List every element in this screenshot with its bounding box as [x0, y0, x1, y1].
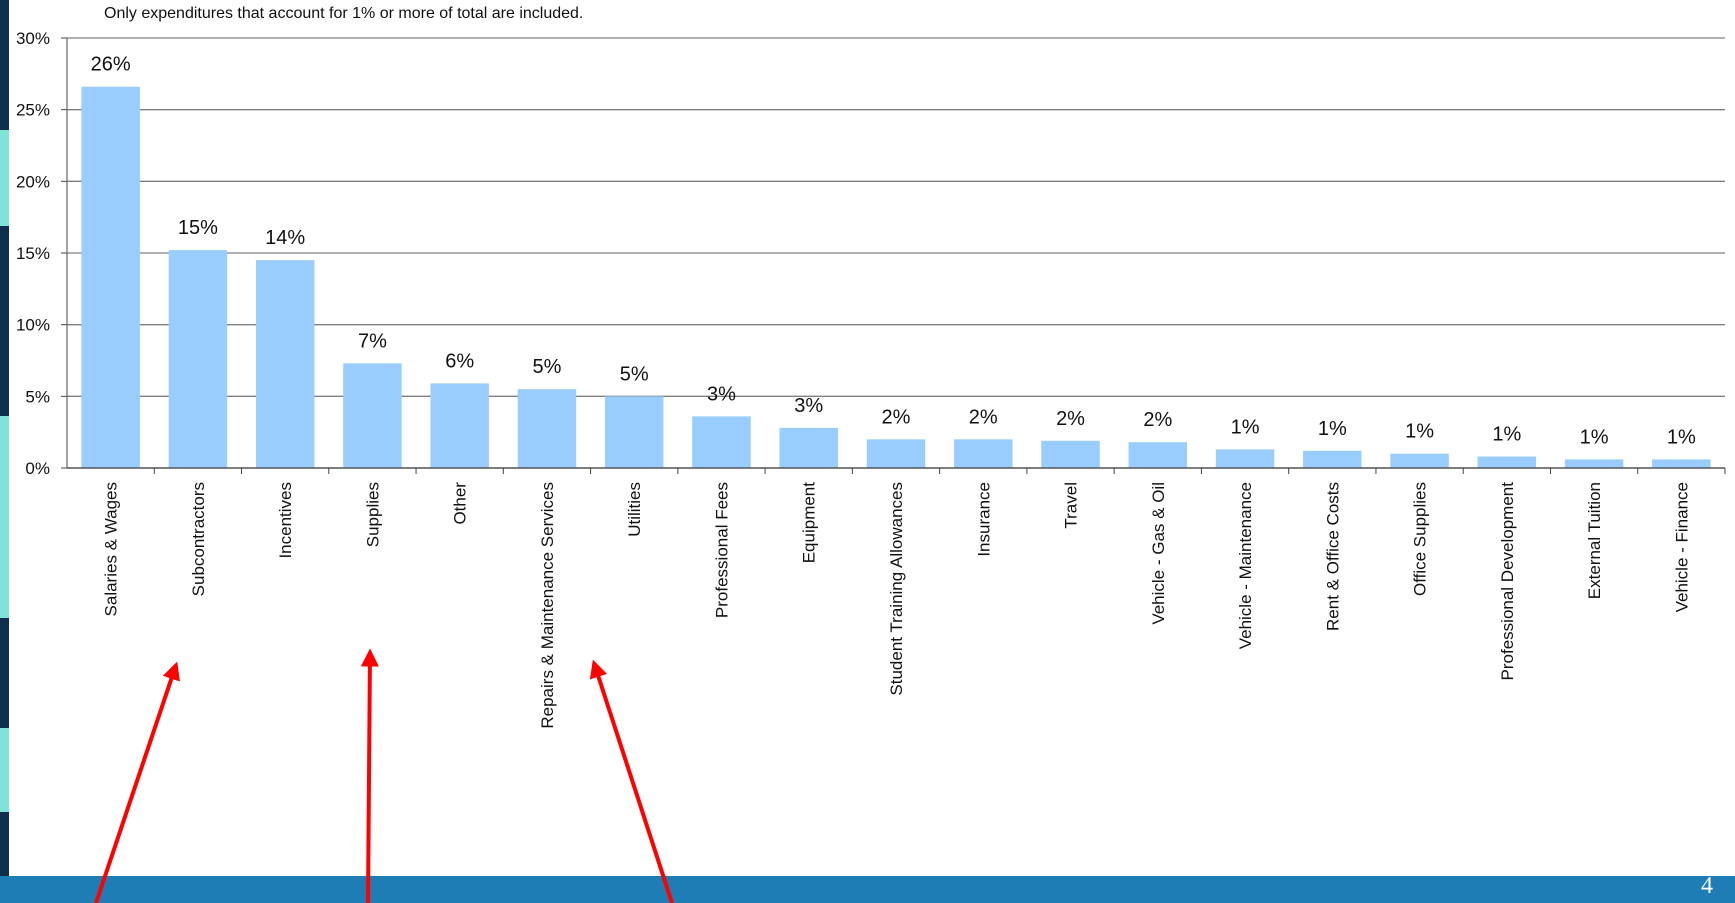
- x-tick-label: Insurance: [974, 482, 993, 557]
- data-label: 1%: [1492, 424, 1521, 446]
- data-label: 1%: [1405, 421, 1434, 443]
- y-tick-label: 20%: [16, 172, 50, 191]
- bar: [343, 363, 402, 468]
- bar: [1128, 442, 1188, 468]
- rail-segment: [0, 618, 9, 728]
- data-label: 7%: [358, 330, 387, 352]
- chart-note: Only expenditures that account for 1% or…: [104, 5, 584, 22]
- data-label: 15%: [178, 217, 218, 239]
- y-tick-label: 15%: [16, 244, 50, 263]
- data-label: 1%: [1318, 418, 1347, 440]
- x-tick-label: Repairs & Maintenance Services: [538, 482, 557, 729]
- bar: [1390, 453, 1449, 468]
- x-tick-label: Subcontractors: [189, 482, 208, 596]
- x-tick-label: Equipment: [800, 482, 819, 564]
- data-label: 1%: [1231, 416, 1260, 438]
- bar: [1652, 459, 1711, 468]
- data-label: 3%: [707, 383, 736, 405]
- bar: [1215, 449, 1275, 468]
- footer-bar: [0, 876, 1735, 903]
- x-tick-label: Vehicle - Maintenance: [1236, 482, 1255, 649]
- data-label: 2%: [969, 406, 998, 428]
- x-tick-label: Vehicle - Finance: [1672, 482, 1691, 612]
- data-label: 3%: [794, 395, 823, 417]
- x-tick-label: Professional Fees: [712, 482, 731, 618]
- bar: [1564, 459, 1624, 468]
- data-label: 1%: [1667, 426, 1696, 448]
- bar: [430, 383, 489, 468]
- y-tick-label: 0%: [25, 459, 50, 478]
- y-tick-label: 25%: [16, 101, 50, 120]
- data-label: 6%: [445, 350, 474, 372]
- bar: [517, 389, 577, 468]
- bar: [779, 427, 838, 468]
- x-tick-label: Salaries & Wages: [102, 482, 121, 616]
- x-tick-label: Travel: [1062, 482, 1081, 529]
- bar: [255, 260, 315, 468]
- rail-segment: [0, 812, 9, 903]
- bar: [1041, 440, 1100, 468]
- x-tick-label: External Tuition: [1585, 482, 1604, 599]
- data-label: 2%: [882, 406, 911, 428]
- data-label: 5%: [620, 363, 649, 385]
- x-tick-label: Student Training Allowances: [887, 482, 906, 696]
- bar: [168, 250, 228, 468]
- x-tick-label: Incentives: [276, 482, 295, 559]
- bar: [1477, 456, 1537, 468]
- x-tick-label: Rent & Office Costs: [1323, 482, 1342, 631]
- bar: [692, 416, 751, 468]
- bar: [866, 439, 926, 468]
- data-label: 5%: [532, 356, 561, 378]
- bar: [81, 86, 140, 468]
- x-tick-label: Vehicle - Gas & Oil: [1149, 482, 1168, 625]
- left-rail: [0, 0, 9, 903]
- data-label: 1%: [1580, 426, 1609, 448]
- y-tick-label: 5%: [25, 387, 50, 406]
- y-tick-label: 30%: [16, 29, 50, 48]
- page-number: 4: [1701, 873, 1713, 899]
- data-label: 2%: [1056, 408, 1085, 430]
- rail-segment: [0, 0, 9, 130]
- bar: [1303, 450, 1362, 468]
- bar: [604, 396, 664, 468]
- y-tick-label: 10%: [16, 316, 50, 335]
- x-tick-label: Other: [451, 482, 470, 525]
- data-label: 2%: [1143, 409, 1172, 431]
- data-label: 26%: [91, 54, 131, 76]
- x-tick-label: Office Supplies: [1411, 482, 1430, 596]
- x-tick-label: Supplies: [363, 482, 382, 547]
- x-tick-label: Professional Development: [1498, 482, 1517, 681]
- data-label: 14%: [265, 227, 305, 249]
- rail-segment: [0, 226, 9, 416]
- bar: [954, 439, 1013, 468]
- x-tick-label: Utilities: [625, 482, 644, 537]
